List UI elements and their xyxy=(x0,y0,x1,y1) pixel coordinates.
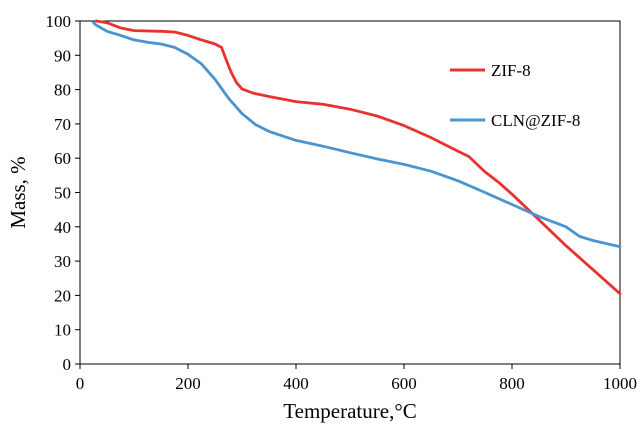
y-tick-label: 40 xyxy=(54,218,71,237)
series-layer xyxy=(92,19,622,296)
x-tick-label: 1000 xyxy=(603,374,637,393)
y-tick-label: 20 xyxy=(54,286,71,305)
y-tick-label: 30 xyxy=(54,252,71,271)
x-axis-ticks: 0 200 400 600 800 1000 xyxy=(76,364,637,393)
y-tick-label: 0 xyxy=(63,355,72,374)
y-axis-title: Mass, % xyxy=(6,156,30,228)
y-tick-label: 80 xyxy=(54,81,71,100)
x-tick-label: 400 xyxy=(283,374,309,393)
series-line-cln-zif-8 xyxy=(92,21,622,249)
y-tick-label: 90 xyxy=(54,46,71,65)
x-tick-label: 600 xyxy=(391,374,417,393)
y-tick-label: 50 xyxy=(54,184,71,203)
y-tick-label: 60 xyxy=(54,149,71,168)
x-tick-label: 800 xyxy=(499,374,525,393)
series-line-zif-8 xyxy=(94,19,622,296)
x-tick-label: 0 xyxy=(76,374,85,393)
y-tick-label: 70 xyxy=(54,115,71,134)
y-tick-label: 100 xyxy=(46,12,72,31)
legend-label: CLN@ZIF-8 xyxy=(491,111,580,130)
plot-frame xyxy=(79,20,621,365)
x-axis-title: Temperature,°C xyxy=(283,399,416,423)
plot-area xyxy=(79,20,621,365)
legend-label: ZIF-8 xyxy=(491,61,531,80)
legend: ZIF-8 CLN@ZIF-8 xyxy=(450,61,580,130)
y-axis-ticks: 0 10 20 30 40 50 60 70 80 90 100 xyxy=(46,12,80,374)
y-tick-label: 10 xyxy=(54,321,71,340)
x-tick-label: 200 xyxy=(175,374,201,393)
